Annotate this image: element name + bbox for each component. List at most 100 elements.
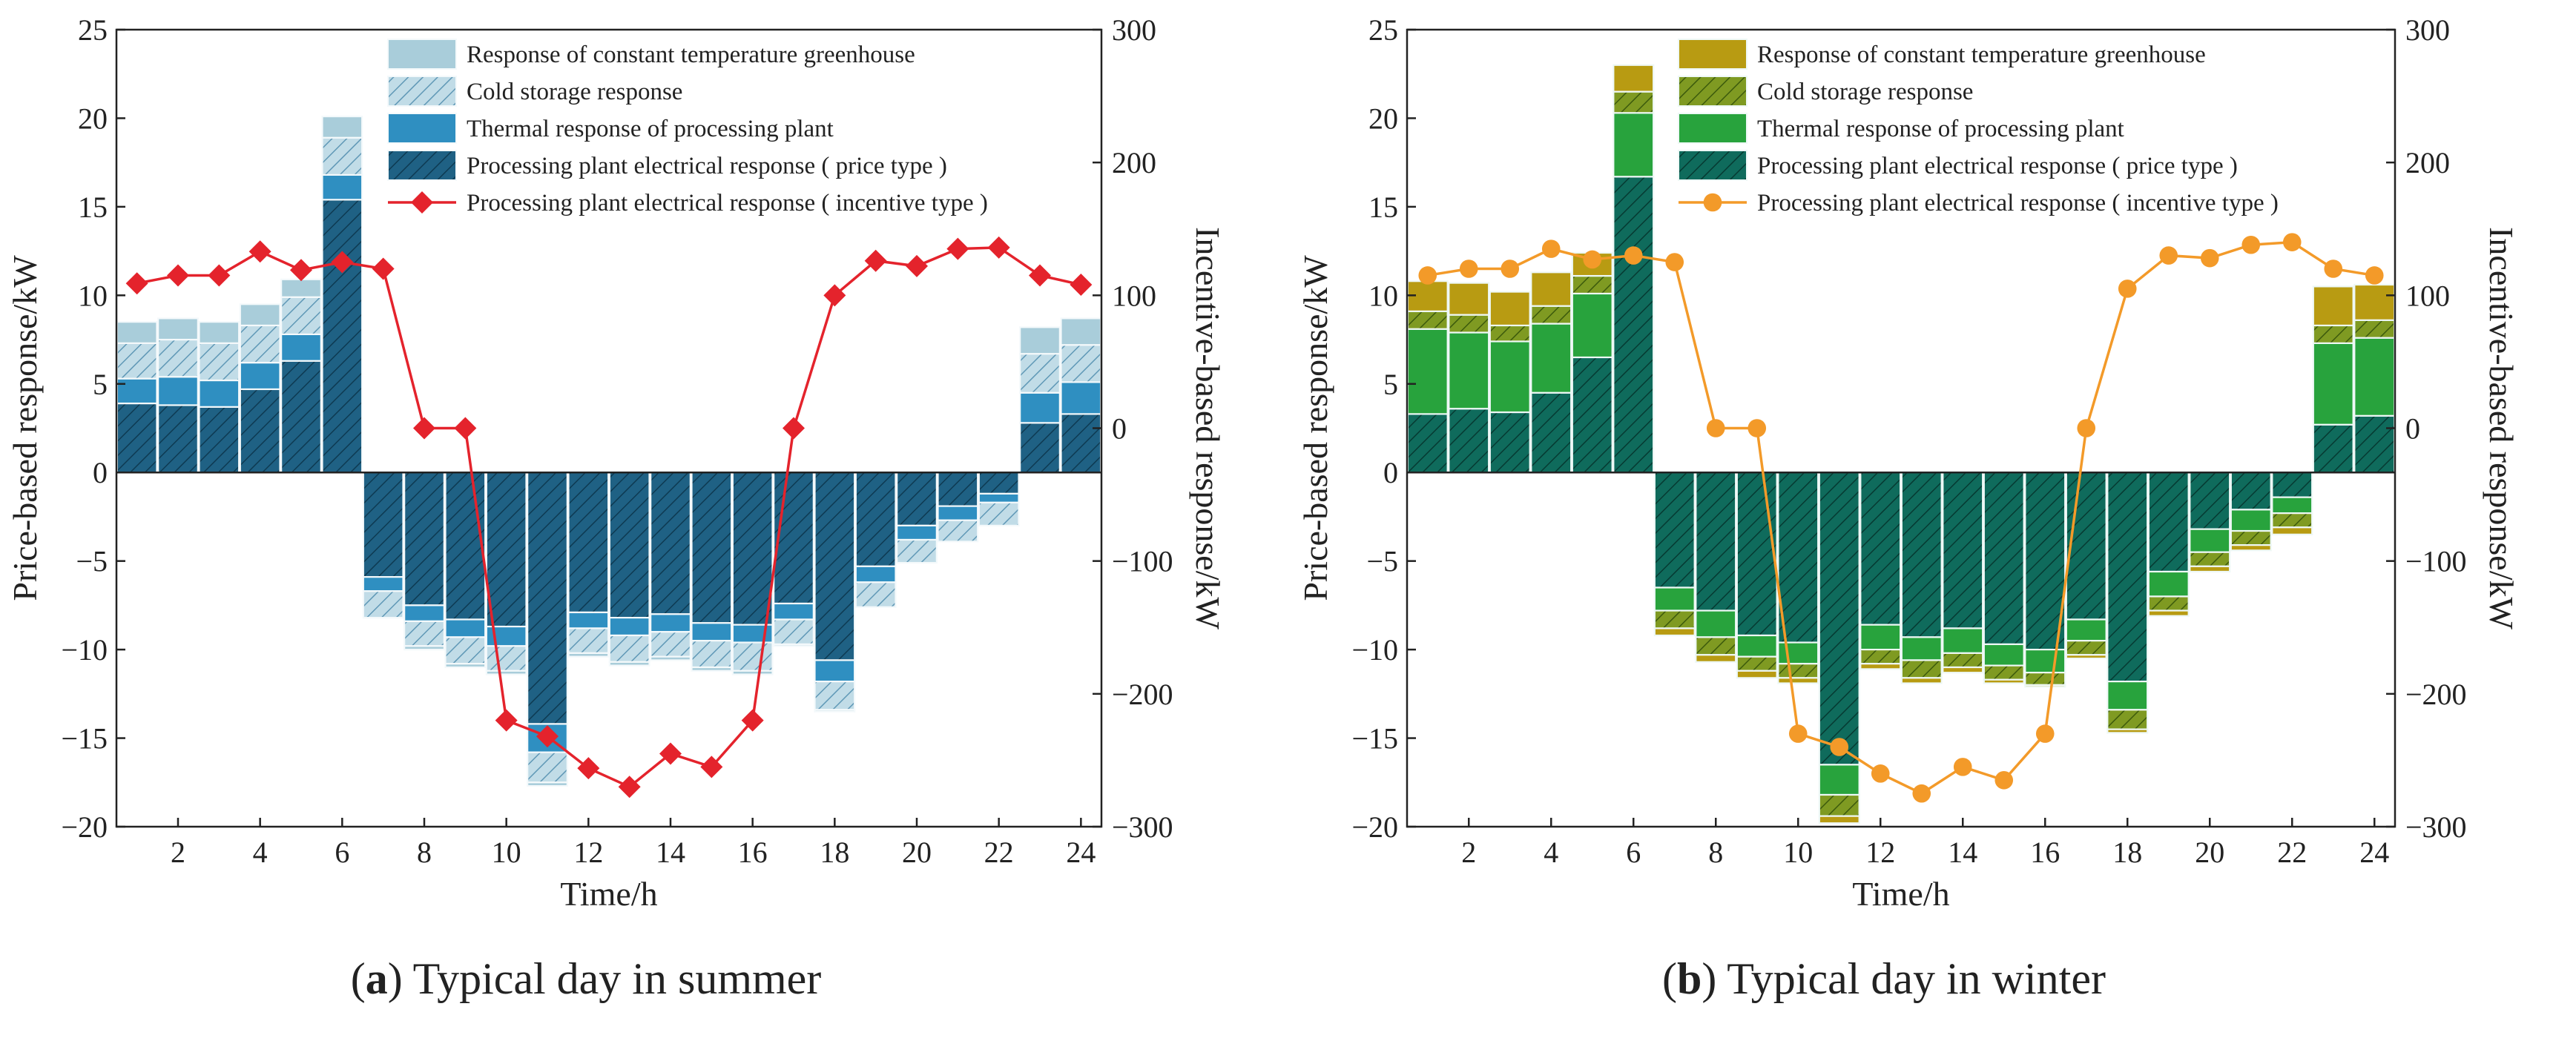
- bar-cold-h24: [1060, 344, 1102, 383]
- bar-electrical-h20: [2189, 472, 2231, 530]
- bar-thermal-h17: [773, 602, 814, 621]
- legend-swatch-thermal: [1678, 113, 1747, 144]
- bar-thermal-h15: [1983, 643, 2025, 667]
- bar-electrical-h11: [1818, 472, 1860, 766]
- bar-cold-h2: [1448, 314, 1490, 334]
- bar-electrical-h14: [1942, 472, 1984, 629]
- bar-greenhouse-h23: [2312, 285, 2354, 327]
- incentive-point-h6: [331, 251, 354, 274]
- legend-swatch-greenhouse: [1678, 39, 1747, 70]
- bar-thermal-h17: [2065, 618, 2107, 642]
- x-tick-label: 16: [738, 836, 768, 869]
- bar-cold-h1: [116, 342, 158, 380]
- incentive-point-h14: [659, 742, 682, 765]
- bar-thermal-h20: [896, 524, 938, 541]
- bar-electrical-h8: [1695, 472, 1737, 612]
- y-left-tick-label: −20: [61, 810, 108, 844]
- bar-greenhouse-h2: [157, 317, 199, 341]
- legend-marker-incentive: [411, 191, 433, 214]
- x-tick-label: 12: [1865, 836, 1895, 869]
- bar-thermal-h10: [1777, 641, 1819, 665]
- y-right-tick-label: −200: [2405, 678, 2467, 711]
- bar-electrical-h3: [198, 406, 240, 474]
- bar-thermal-h9: [444, 618, 487, 638]
- bar-thermal-h15: [691, 622, 733, 642]
- incentive-point-h12: [1871, 764, 1890, 783]
- bar-electrical-h2: [157, 404, 199, 474]
- y-left-tick-label: 25: [1368, 13, 1398, 47]
- bar-cold-h16: [731, 641, 774, 672]
- bar-electrical-h24: [1060, 413, 1102, 474]
- legend-marker-shape: [411, 191, 433, 214]
- bar-greenhouse-h10: [485, 670, 527, 675]
- bar-thermal-h5: [1571, 292, 1613, 359]
- y-left-axis-title: Price-based response/kW: [1297, 255, 1334, 601]
- bar-thermal-h12: [567, 611, 610, 629]
- legend-label-thermal: Thermal response of processing plant: [467, 116, 834, 142]
- chart-panel-summer: 2 4 6 8 10 12 14 16 18 20 22 24−20−15−10−5051015202…: [6, 13, 1227, 1003]
- bar-greenhouse-h10: [1777, 677, 1819, 684]
- incentive-point-h23: [1029, 264, 1051, 287]
- bar-cold-h5: [280, 296, 322, 335]
- incentive-point-h4: [1541, 239, 1561, 258]
- bar-cold-h17: [773, 618, 814, 646]
- bar-thermal-h13: [1900, 636, 1943, 661]
- bar-electrical-h21: [2230, 472, 2272, 511]
- bar-electrical-h24: [2353, 414, 2396, 474]
- incentive-point-h5: [290, 259, 312, 282]
- bar-greenhouse-h16: [731, 670, 774, 675]
- y-right-tick-label: −300: [2405, 810, 2467, 844]
- panel-caption: (b) Typical day in winter: [1662, 954, 2106, 1003]
- bar-electrical-h7: [362, 472, 404, 578]
- bar-thermal-h4: [239, 362, 281, 391]
- bar-greenhouse-h24: [1060, 317, 1102, 346]
- bar-thermal-h4: [1530, 323, 1572, 394]
- incentive-point-h7: [1665, 253, 1684, 271]
- incentive-point-h3: [208, 264, 231, 287]
- bar-cold-h3: [1489, 324, 1531, 343]
- y-left-tick-label: 15: [1368, 191, 1398, 224]
- incentive-point-h2: [1459, 260, 1478, 278]
- incentive-point-h20: [2200, 248, 2219, 268]
- axes-layer: 2 4 6 8 10 12 14 16 18 20 22 24−20−15−10−5051015202…: [61, 13, 1173, 869]
- y-right-tick-label: −300: [1112, 810, 1173, 844]
- bar-thermal-h13: [608, 617, 650, 637]
- bar-cold-h6: [1613, 90, 1655, 114]
- bar-cold-h21: [2230, 529, 2272, 546]
- bar-electrical-h15: [1983, 472, 2025, 646]
- bar-thermal-h22: [978, 492, 1020, 503]
- bar-thermal-h19: [2147, 570, 2190, 598]
- bar-greenhouse-h18: [2106, 728, 2149, 734]
- y-right-tick-label: 200: [2405, 146, 2450, 179]
- bar-cold-h12: [1859, 649, 1902, 665]
- panel-caption: (a) Typical day in summer: [351, 954, 822, 1003]
- bar-electrical-h10: [485, 472, 527, 628]
- legend-swatch-electrical-price: [1678, 150, 1747, 181]
- bar-greenhouse-h8: [1695, 654, 1737, 663]
- x-tick-label: 2: [1461, 836, 1476, 869]
- y-left-tick-label: −15: [61, 722, 108, 756]
- bar-greenhouse-h8: [403, 645, 445, 651]
- bar-thermal-h3: [1489, 340, 1531, 414]
- bar-greenhouse-h15: [1983, 678, 2025, 684]
- bar-cold-h18: [2106, 709, 2149, 730]
- bar-electrical-h6: [1613, 176, 1655, 474]
- bar-greenhouse-h14: [650, 655, 691, 661]
- legend-swatch-electrical-price: [387, 150, 457, 181]
- bar-electrical-h22: [2271, 472, 2313, 498]
- bar-electrical-h7: [1653, 472, 1696, 589]
- y-right-tick-label: 0: [2405, 412, 2420, 446]
- caption-open-paren: (: [351, 954, 366, 1003]
- legend-swatch-cold-storage: [387, 76, 457, 107]
- incentive-point-h15: [700, 756, 723, 778]
- legend-label-cold-storage: Cold storage response: [467, 79, 682, 105]
- bar-greenhouse-h18: [814, 709, 856, 713]
- bar-electrical-h4: [239, 388, 281, 474]
- incentive-line-layer: [1418, 233, 2384, 803]
- bar-electrical-h10: [1777, 472, 1819, 644]
- bar-cold-h18: [814, 681, 856, 711]
- bar-electrical-h4: [1530, 391, 1572, 474]
- caption-letter: a: [366, 954, 388, 1003]
- bar-greenhouse-h16: [2024, 684, 2066, 688]
